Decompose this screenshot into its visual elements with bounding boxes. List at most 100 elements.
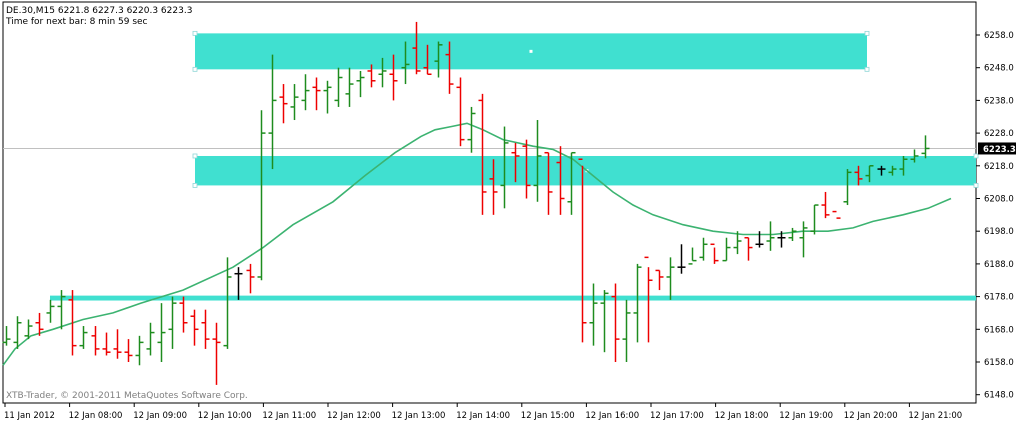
ohlc-bar xyxy=(644,256,653,343)
ohlc-bar xyxy=(688,247,697,265)
ohlc-bar xyxy=(478,93,487,215)
x-tick-label: 12 Jan 08:00 xyxy=(69,411,123,421)
ohlc-bar xyxy=(179,296,188,333)
ohlc-bar xyxy=(832,210,841,219)
ohlc-bar xyxy=(489,159,498,215)
support-resistance-zones[interactable] xyxy=(50,30,979,301)
ohlc-bar xyxy=(567,151,576,215)
zone-handle xyxy=(192,66,198,72)
ohlc-bar xyxy=(401,41,410,85)
ohlc-bar xyxy=(854,165,863,186)
ohlc-bar xyxy=(13,316,22,349)
zone-handle xyxy=(864,30,870,36)
ohlc-bar xyxy=(268,54,277,170)
ohlc-bar xyxy=(600,290,609,353)
ohlc-bar xyxy=(633,263,642,343)
ohlc-bar xyxy=(246,263,255,294)
x-tick-label: 12 Jan 09:00 xyxy=(133,411,187,421)
y-tick-label: 6158.0 xyxy=(984,358,1014,368)
ohlc-bar xyxy=(2,326,11,346)
ohlc-bar xyxy=(666,257,675,300)
ohlc-bar xyxy=(722,237,731,262)
ohlc-bar xyxy=(456,77,465,147)
x-tick-label: 12 Jan 17:00 xyxy=(650,411,704,421)
chart-symbol-ohlc-line: DE.30,M15 6221.8 6227.3 6220.3 6223.3 xyxy=(6,6,193,16)
ohlc-bar xyxy=(423,44,432,75)
current-price-tag xyxy=(978,142,1016,155)
ohlc-bar xyxy=(24,319,33,340)
ohlc-bar xyxy=(710,243,719,264)
zone-center-handle xyxy=(529,49,533,53)
ohlc-bar xyxy=(500,126,509,209)
price-axis[interactable]: 6258.0 6248.0 6238.0 6228.0 6218.0 6208.0 6198… xyxy=(976,31,1016,401)
ohlc-bar xyxy=(810,204,819,235)
ohlc-bar xyxy=(578,158,587,343)
x-tick-label: 12 Jan 21:00 xyxy=(908,411,962,421)
ohlc-bar xyxy=(378,57,387,88)
ohlc-bar xyxy=(744,236,753,261)
x-tick-label: 12 Jan 14:00 xyxy=(456,411,510,421)
ohlc-bar xyxy=(755,231,764,248)
y-tick-label: 6238.0 xyxy=(984,96,1014,106)
ohlc-bar xyxy=(865,165,874,183)
ohlc-bar xyxy=(921,135,930,159)
next-bar-timer: Time for next bar: 8 min 59 sec xyxy=(6,17,148,27)
time-axis[interactable]: 11 Jan 2012 12 Jan 08:00 12 Jan 09:00 12 Ja… xyxy=(4,403,962,421)
ohlc-bar xyxy=(301,74,310,111)
zone-rect[interactable] xyxy=(50,295,976,301)
zone-handle xyxy=(973,153,979,159)
ohlc-bar xyxy=(91,326,100,356)
y-tick-label: 6228.0 xyxy=(984,129,1014,139)
ohlc-bar xyxy=(467,106,476,153)
ohlc-bar xyxy=(544,151,553,215)
ohlc-bar xyxy=(777,231,786,248)
ohlc-bar xyxy=(622,299,631,362)
x-tick-label: 12 Jan 12:00 xyxy=(327,411,381,421)
ohlc-bar xyxy=(168,296,177,349)
ohlc-bar xyxy=(821,191,830,219)
y-tick-label: 6148.0 xyxy=(984,391,1014,401)
ohlc-bar xyxy=(367,64,376,88)
ohlc-bar xyxy=(888,165,897,176)
y-tick-label: 6218.0 xyxy=(984,162,1014,172)
x-tick-label: 12 Jan 19:00 xyxy=(779,411,833,421)
ohlc-bar xyxy=(113,329,122,359)
copyright-text: XTB-Trader, © 2001-2011 MetaQuotes Softw… xyxy=(6,391,248,401)
ohlc-bar xyxy=(124,339,133,362)
ohlc-bar xyxy=(611,283,620,362)
ohlc-bar xyxy=(234,267,243,300)
ohlc-bar xyxy=(511,142,520,183)
ohlc-bar xyxy=(356,70,365,98)
moving-average-line xyxy=(2,122,952,366)
x-tick-label: 12 Jan 11:00 xyxy=(262,411,316,421)
moving-average-layer xyxy=(2,122,952,366)
ohlc-bar xyxy=(389,54,398,101)
ohlc-bar xyxy=(677,244,686,274)
ohlc-bar xyxy=(655,269,664,291)
ohlc-bar xyxy=(35,312,44,336)
ohlc-bar xyxy=(412,21,421,75)
ohlc-bar xyxy=(68,290,77,356)
ohlc-bar xyxy=(201,309,210,349)
ohlc-bar xyxy=(766,221,775,251)
ohlc-bar xyxy=(910,149,919,163)
ohlc-bar xyxy=(57,290,66,330)
y-tick-label: 6258.0 xyxy=(984,31,1014,41)
ohlc-bar xyxy=(290,84,299,121)
ohlc-bar xyxy=(589,283,598,346)
ohlc-bar xyxy=(556,146,565,215)
ohlc-bar xyxy=(788,227,797,242)
ohlc-bar xyxy=(733,231,742,255)
zone-handle xyxy=(973,183,979,188)
y-tick-label: 6248.0 xyxy=(984,64,1014,74)
x-tick-label: 12 Jan 13:00 xyxy=(392,411,446,421)
ohlc-bar xyxy=(279,84,288,124)
ohlc-bar xyxy=(899,155,908,176)
x-tick-label: 12 Jan 15:00 xyxy=(521,411,575,421)
plot-frame xyxy=(2,1,977,404)
current-price-label: 6223.3 xyxy=(983,145,1016,155)
ohlc-bar xyxy=(843,169,852,206)
ohlc-bar xyxy=(46,299,55,323)
